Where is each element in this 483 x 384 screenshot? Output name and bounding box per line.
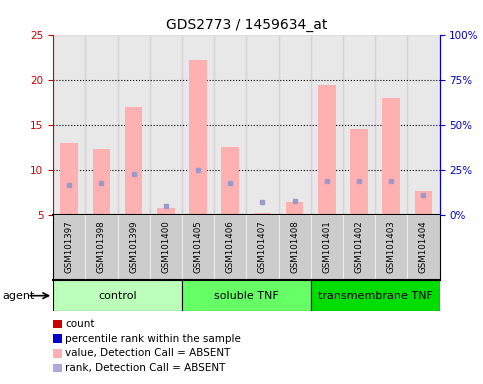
Text: GSM101402: GSM101402 [355,220,364,273]
Text: count: count [65,319,95,329]
Bar [157,208,175,215]
Bar [221,147,239,215]
Text: control: control [98,291,137,301]
Bar [125,107,142,215]
Bar [85,215,117,280]
Text: percentile rank within the sample: percentile rank within the sample [65,334,241,344]
Bar [150,215,182,280]
Bar [53,35,85,215]
Bar [117,35,150,215]
Bar [279,215,311,280]
Bar [182,280,311,311]
Text: GSM101405: GSM101405 [194,220,202,273]
Text: value, Detection Call = ABSENT: value, Detection Call = ABSENT [65,348,230,358]
Bar [189,60,207,215]
Text: GSM101397: GSM101397 [65,220,74,273]
Text: GSM101403: GSM101403 [387,220,396,273]
Bar [53,280,182,311]
Bar [279,35,311,215]
Bar [407,215,440,280]
Text: GSM101406: GSM101406 [226,220,235,273]
Bar [246,35,279,215]
Text: soluble TNF: soluble TNF [214,291,279,301]
Bar [214,35,246,215]
Bar [93,149,110,215]
Text: agent: agent [2,291,35,301]
Bar [311,215,343,280]
Bar [311,35,343,215]
Bar [311,280,440,311]
Text: transmembrane TNF: transmembrane TNF [318,291,433,301]
Bar [246,215,279,280]
Text: GSM101407: GSM101407 [258,220,267,273]
Bar [375,215,407,280]
Text: GSM101408: GSM101408 [290,220,299,273]
Text: GSM101398: GSM101398 [97,220,106,273]
Title: GDS2773 / 1459634_at: GDS2773 / 1459634_at [166,18,327,32]
Bar [214,215,246,280]
Bar [254,213,271,215]
Bar [182,35,214,215]
Bar [350,129,368,215]
Bar [318,85,336,215]
Bar [407,35,440,215]
Bar [383,98,400,215]
Bar [117,215,150,280]
Bar [85,35,117,215]
Bar [343,215,375,280]
Bar [286,202,303,215]
Bar [53,215,85,280]
Text: GSM101404: GSM101404 [419,220,428,273]
Bar [343,35,375,215]
Text: GSM101400: GSM101400 [161,220,170,273]
Bar [375,35,407,215]
Bar [150,35,182,215]
Bar [414,191,432,215]
Text: GSM101401: GSM101401 [322,220,331,273]
Text: GSM101399: GSM101399 [129,220,138,273]
Text: rank, Detection Call = ABSENT: rank, Detection Call = ABSENT [65,363,226,373]
Bar [60,143,78,215]
Bar [182,215,214,280]
